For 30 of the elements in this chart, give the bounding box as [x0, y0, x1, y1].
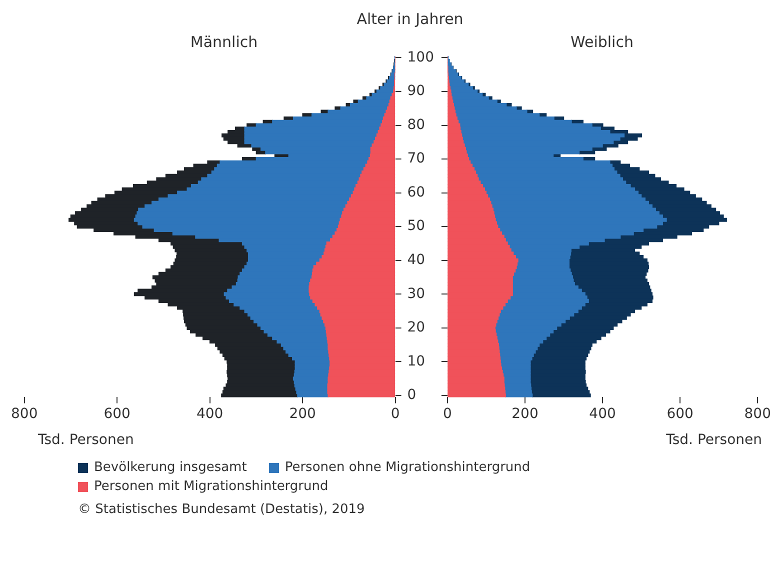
legend-label: Personen ohne Migrationshintergrund: [284, 460, 530, 475]
y-tick-label: 100: [407, 49, 434, 66]
y-tick-label: 90: [407, 83, 426, 100]
y-tick-label: 60: [407, 184, 426, 200]
x-tick-label: 200: [512, 406, 538, 422]
x-axis-title: Tsd. Personen: [666, 432, 762, 448]
x-tick-label: 800: [744, 406, 772, 422]
x-tick-label: 600: [666, 406, 694, 422]
y-tick-label: 40: [407, 252, 426, 268]
x-tick-label: 400: [196, 406, 224, 422]
x-tick-label: 200: [289, 406, 316, 422]
chart-title: Weiblich: [570, 32, 634, 51]
x-tick-label: 0: [442, 406, 452, 422]
x-tick-label: 600: [104, 406, 130, 422]
y-tick-label: 20: [407, 320, 426, 336]
x-tick-label: 400: [589, 406, 616, 422]
y-tick-label: 50: [407, 218, 426, 234]
text: © Statistisches Bundesamt (Destatis), 2019: [78, 502, 366, 517]
x-axis-title: Tsd. Personen: [38, 432, 134, 448]
chart-title: Männlich: [190, 32, 258, 51]
y-tick-label: 30: [407, 286, 426, 302]
y-axis-title: Alter in Jahren: [356, 10, 464, 28]
y-tick-label: 0: [407, 387, 416, 404]
y-tick-label: 10: [407, 353, 426, 370]
x-tick-label: 0: [390, 406, 400, 422]
y-tick-label: 70: [407, 150, 426, 167]
legend-label: Personen mit Migrationshintergrund: [94, 479, 328, 494]
legend-label: Bevölkerung insgesamt: [94, 460, 247, 475]
y-tick-label: 80: [407, 116, 426, 133]
x-tick-label: 800: [10, 406, 38, 422]
